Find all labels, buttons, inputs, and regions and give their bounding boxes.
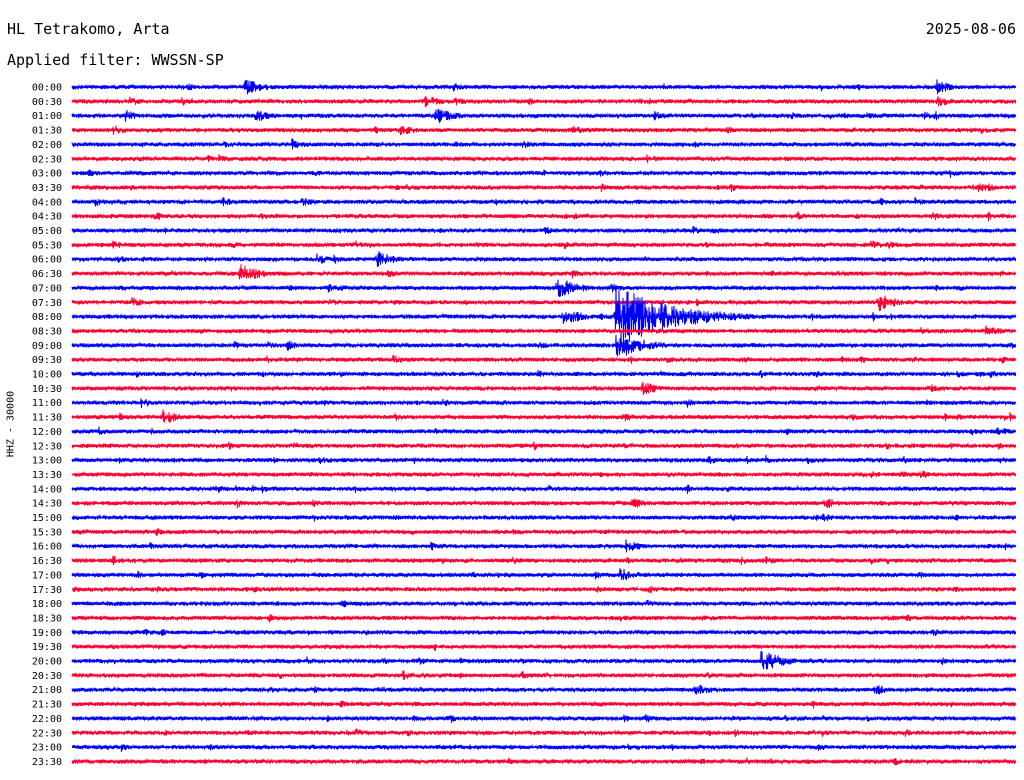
trace-row-0730 xyxy=(71,295,1016,312)
row-time-label: 18:30 xyxy=(32,613,62,624)
row-time-label: 12:00 xyxy=(32,427,62,438)
row-time-label: 05:00 xyxy=(32,226,62,237)
row-time-label: 11:00 xyxy=(32,398,62,409)
trace-row-0630 xyxy=(71,264,1016,280)
row-time-label: 22:00 xyxy=(32,714,62,725)
row-time-label: 16:00 xyxy=(32,542,62,553)
row-time-label: 17:00 xyxy=(32,570,62,581)
row-time-label: 02:30 xyxy=(32,154,62,165)
row-time-label: 06:30 xyxy=(32,269,62,280)
trace-row-1700 xyxy=(71,568,1016,581)
row-time-label: 23:30 xyxy=(32,757,62,768)
row-time-label: 16:30 xyxy=(32,556,62,567)
row-time-label: 19:30 xyxy=(32,642,62,653)
filter-label: Applied filter: WWSSN-SP xyxy=(7,51,224,69)
row-time-label: 21:30 xyxy=(32,700,62,711)
row-time-label: 00:00 xyxy=(32,83,62,94)
row-labels: 00:00 00:30 01:00 01:30 02:00 02:30 03:00 03:30… xyxy=(32,83,62,768)
row-time-label: 20:30 xyxy=(32,671,62,682)
row-time-label: 04:30 xyxy=(32,212,62,223)
row-time-label: 09:00 xyxy=(32,341,62,352)
seismogram-traces xyxy=(71,79,1016,766)
row-time-label: 20:00 xyxy=(32,657,62,668)
row-time-label: 22:30 xyxy=(32,728,62,739)
row-time-label: 04:00 xyxy=(32,197,62,208)
row-time-label: 13:00 xyxy=(32,456,62,467)
row-time-label: 03:00 xyxy=(32,169,62,180)
row-time-label: 15:30 xyxy=(32,527,62,538)
row-time-label: 10:00 xyxy=(32,370,62,381)
row-time-label: 17:30 xyxy=(32,585,62,596)
station-title: HL Tetrakomo, Arta xyxy=(7,20,170,38)
row-time-label: 19:00 xyxy=(32,628,62,639)
row-time-label: 10:30 xyxy=(32,384,62,395)
trace-row-2000 xyxy=(71,650,1016,670)
row-time-label: 01:00 xyxy=(32,111,62,122)
trace-row-0830 xyxy=(71,325,1016,335)
row-time-label: 11:30 xyxy=(32,413,62,424)
row-time-label: 02:00 xyxy=(32,140,62,151)
row-time-label: 23:00 xyxy=(32,743,62,754)
row-time-label: 13:30 xyxy=(32,470,62,481)
row-time-label: 21:00 xyxy=(32,685,62,696)
row-time-label: 12:30 xyxy=(32,441,62,452)
row-time-label: 01:30 xyxy=(32,126,62,137)
row-time-label: 08:00 xyxy=(32,312,62,323)
row-time-label: 09:30 xyxy=(32,355,62,366)
row-time-label: 14:30 xyxy=(32,499,62,510)
row-time-label: 18:00 xyxy=(32,599,62,610)
row-time-label: 06:00 xyxy=(32,255,62,266)
row-time-label: 14:00 xyxy=(32,484,62,495)
row-time-label: 08:30 xyxy=(32,326,62,337)
row-time-label: 05:30 xyxy=(32,240,62,251)
row-time-label: 03:30 xyxy=(32,183,62,194)
row-time-label: 07:00 xyxy=(32,283,62,294)
row-time-label: 07:30 xyxy=(32,298,62,309)
row-time-label: 00:30 xyxy=(32,97,62,108)
date-label: 2025-08-06 xyxy=(925,20,1016,38)
row-time-label: 15:00 xyxy=(32,513,62,524)
trace-row-1130 xyxy=(71,409,1016,423)
